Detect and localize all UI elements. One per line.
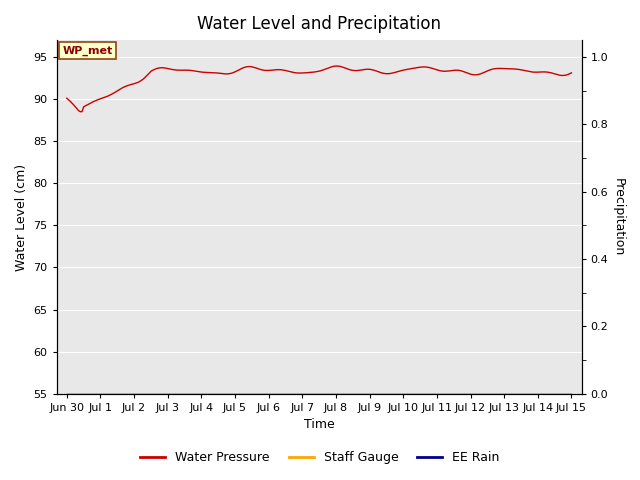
X-axis label: Time: Time	[304, 419, 335, 432]
Water Pressure	[524, 68, 531, 74]
Water Pressure	[76, 109, 84, 115]
Text: WP_met: WP_met	[62, 46, 113, 56]
Y-axis label: Precipitation: Precipitation	[612, 178, 625, 256]
Title: Water Level and Precipitation: Water Level and Precipitation	[197, 15, 441, 33]
Line: Water Pressure: Water Pressure	[67, 66, 572, 112]
Water Pressure	[365, 66, 372, 72]
Water Pressure	[375, 69, 383, 75]
Water Pressure	[63, 96, 70, 101]
Water Pressure	[333, 63, 340, 69]
Water Pressure	[65, 97, 72, 103]
Legend: Water Pressure, Staff Gauge, EE Rain: Water Pressure, Staff Gauge, EE Rain	[136, 446, 504, 469]
Water Pressure	[492, 66, 499, 72]
Water Pressure	[568, 70, 575, 76]
Water Pressure	[367, 67, 374, 72]
Y-axis label: Water Level (cm): Water Level (cm)	[15, 163, 28, 271]
